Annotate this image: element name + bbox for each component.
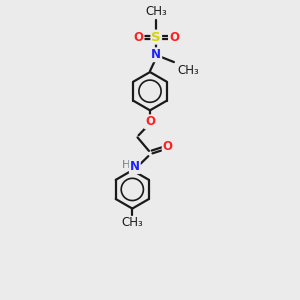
- Text: O: O: [169, 31, 179, 44]
- Text: O: O: [134, 31, 144, 44]
- Text: CH₃: CH₃: [122, 216, 143, 229]
- Text: CH₃: CH₃: [146, 5, 167, 18]
- Text: S: S: [152, 31, 161, 44]
- Text: CH₃: CH₃: [177, 64, 199, 77]
- Text: O: O: [145, 115, 155, 128]
- Text: H: H: [122, 160, 130, 170]
- Text: N: N: [151, 48, 161, 61]
- Text: O: O: [163, 140, 173, 153]
- Text: N: N: [130, 160, 140, 173]
